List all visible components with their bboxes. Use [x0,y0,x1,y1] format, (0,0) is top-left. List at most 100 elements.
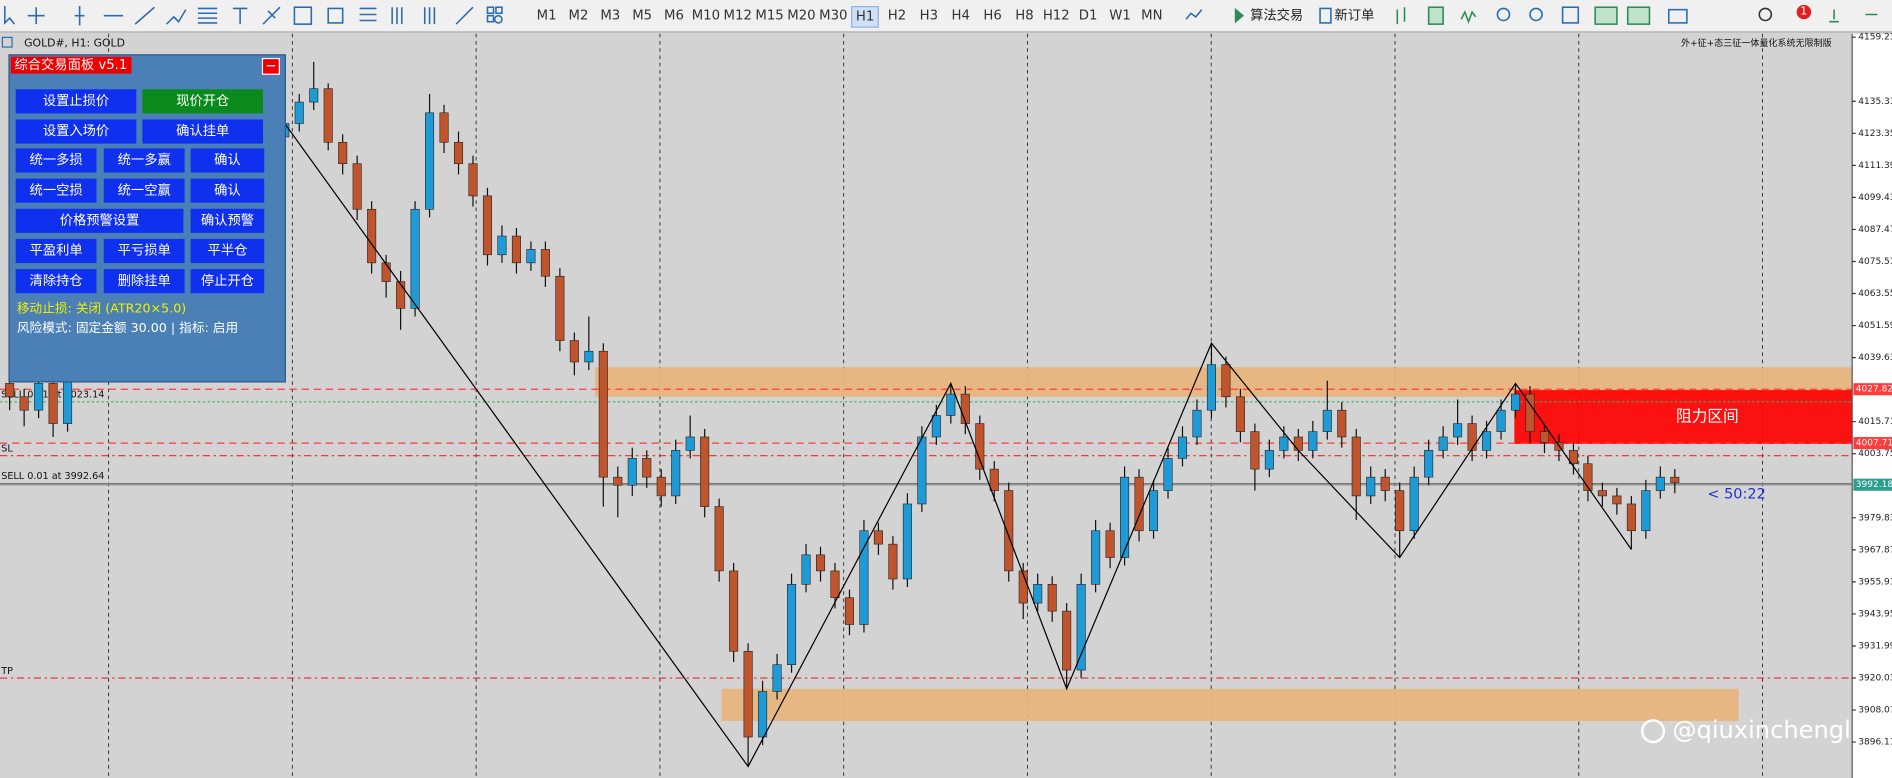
timeframe-button[interactable]: M10 [691,7,721,23]
price-marker-label: 4027.82 [1856,385,1892,395]
panel-button[interactable]: 确认 [190,178,265,203]
panel-button[interactable]: 确认 [190,148,265,173]
y-tick-label: 4123.35 [1858,129,1892,139]
candle-body [989,468,999,491]
timeframe-button[interactable]: M30 [819,7,848,23]
order-label: SELL 0.01 at 3992.64 [1,471,104,482]
candle-body [1322,409,1332,432]
y-tick-label: 3908.07 [1858,706,1892,716]
y-tick-label: 4111.39 [1858,161,1892,171]
candle-body [338,141,348,165]
candle-body [1482,431,1492,451]
panel-button[interactable]: 平盈利单 [15,238,97,264]
watermark: @qiuxinchengl [1672,716,1850,744]
candle-body [1539,431,1550,443]
timeframe-button[interactable]: MN [1141,7,1163,23]
candle-body [902,503,912,580]
candle-body [888,543,898,580]
timeframe-button[interactable]: M3 [600,7,621,23]
price-marker [1853,478,1892,491]
trade-panel: 综合交易面板 v5.1 设置止损价 现价开仓 设置入场价 确认挂单 统一多损 统一多赢 确认… [8,54,286,383]
y-tick-label: 3931.99 [1858,641,1892,651]
candle-body [1395,490,1405,532]
panel-button[interactable]: 现价开仓 [142,89,264,114]
candle-body [627,458,637,486]
y-tick-label: 3979.83 [1858,513,1892,523]
candle-body [743,650,753,738]
timeframe-button[interactable]: M12 [723,7,752,23]
candle-body [1033,584,1043,604]
timeframe-button[interactable]: H6 [983,7,1002,23]
panel-button[interactable]: 平半仓 [190,238,265,264]
panel-button[interactable]: 停止开仓 [190,269,265,294]
timeframe-button[interactable]: M5 [632,7,653,23]
candle-body [729,570,739,652]
price-marker [1853,383,1892,396]
panel-button[interactable]: 价格预警设置 [15,208,184,233]
candle-body [584,350,594,363]
toolbar: 算法交易 新订单 1 M1 M2 M3 M5 M6 M10 M12 M15 M20 M30 H1 H2… [0,0,1892,33]
candle-body [1235,396,1245,432]
panel-button[interactable]: 平亏损单 [103,238,185,264]
candle-body [309,88,319,103]
candle-body [1380,476,1390,491]
candle-body [787,584,797,665]
panel-button[interactable]: 删除挂单 [103,269,185,294]
panel-button[interactable]: 统一多赢 [103,148,185,173]
timeframe-button[interactable]: M2 [568,7,589,23]
timeframe-button[interactable]: M20 [787,7,816,23]
candle-body [714,506,724,572]
timeframe-button[interactable]: H3 [919,7,939,23]
timeframe-button[interactable]: D1 [1078,7,1098,23]
timeframe-button[interactable]: M1 [536,7,557,23]
timeframe-button[interactable]: W1 [1109,7,1131,23]
timeframe-button[interactable]: H1 [851,6,880,28]
zigzag-line [284,123,1632,768]
algo-trading-button[interactable]: 算法交易 [1250,7,1304,23]
candle-body [1308,431,1318,451]
panel-minimize[interactable] [261,57,280,75]
panel-button[interactable]: 确认挂单 [142,119,264,144]
timeframe-button[interactable]: H2 [887,7,907,23]
countdown: < 50:22 [1707,486,1765,502]
price-axis [1852,33,1892,778]
order-label: TP [0,666,13,677]
timeframe-button[interactable]: H4 [951,7,970,23]
candle-body [1192,409,1202,438]
panel-status: 风险模式: 固定金额 30.00 | 指标: 启用 [16,320,239,336]
candle-body [540,249,550,277]
timeframe-button[interactable]: M15 [755,7,784,23]
candle-body [642,458,652,478]
candle-body [439,112,449,143]
panel-button[interactable]: 清除持仓 [15,269,97,294]
candle-body [1409,476,1419,532]
panel-button[interactable]: 设置入场价 [15,119,137,144]
candle-body [1626,503,1636,532]
timeframe-button[interactable]: M6 [664,7,684,23]
zone [721,688,1739,721]
candle-body [685,436,695,451]
panel-button[interactable]: 统一多损 [15,148,97,173]
candle-body [859,530,869,625]
y-tick-label: 4159.23 [1858,33,1892,43]
panel-button[interactable]: 统一空赢 [103,178,185,203]
candle-body [1105,530,1115,558]
panel-button[interactable]: 设置止损价 [15,89,137,114]
new-order-button[interactable]: 新订单 [1334,7,1375,23]
y-tick-label: 4051.59 [1858,321,1892,331]
candle-body [468,163,478,197]
candle-body [801,554,811,585]
panel-button[interactable]: 确认预警 [190,208,265,233]
notification-badge: 1 [1800,6,1808,19]
candle-body [1076,584,1086,671]
panel-button[interactable]: 统一空损 [15,178,97,203]
candle-body [367,208,377,264]
candle-body [453,141,464,165]
timeframe-button[interactable]: H8 [1015,7,1034,23]
drawing-tools[interactable] [0,0,531,31]
timeframe-button[interactable]: H12 [1042,7,1070,23]
candle-body [1366,476,1376,497]
candle-body [598,350,608,478]
candle-body [1641,490,1651,532]
